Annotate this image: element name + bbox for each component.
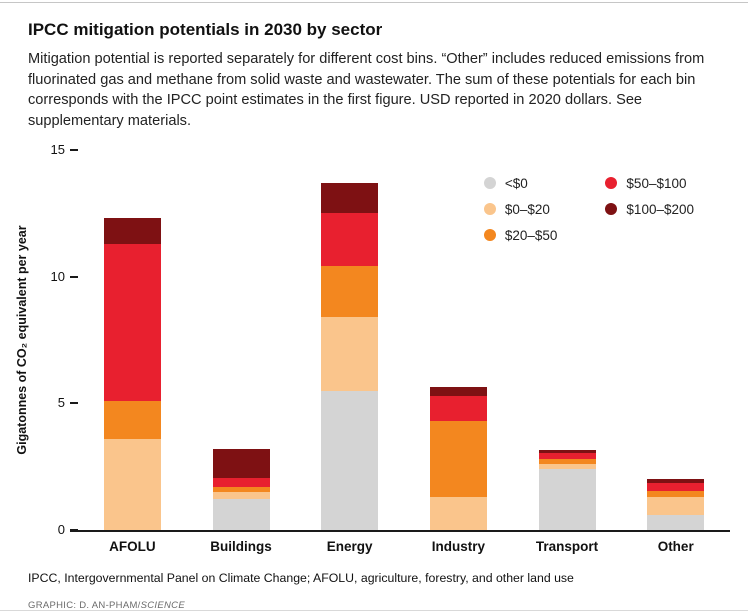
bar-segment: [103, 218, 161, 244]
bar-segment: [321, 390, 379, 530]
legend: <$0 $0–$20 $20–$50 $50–$100 $100–$200: [483, 175, 694, 243]
bar-column-other: [621, 150, 730, 530]
y-tick-label: 0: [57, 521, 65, 537]
bar-segment: [538, 452, 596, 459]
bar-segment: [103, 400, 161, 439]
credit-line: GRAPHIC: D. AN-PHAM/SCIENCE: [28, 600, 722, 611]
bar-segment: [212, 491, 270, 500]
legend-swatch-icon: [605, 177, 618, 190]
x-tick-label: AFOLU: [109, 538, 156, 554]
legend-item: $100–$200: [605, 202, 694, 217]
bar-segment: [538, 458, 596, 465]
credit-source: SCIENCE: [140, 599, 185, 611]
stacked-bar: [103, 218, 161, 530]
bars-container: [78, 150, 730, 530]
x-axis-labels: AFOLU Buildings Energy Industry Transport Oth…: [78, 539, 730, 554]
x-tick-label: Industry: [431, 538, 485, 554]
bar-column-buildings: [187, 150, 296, 530]
x-tick-label: Other: [657, 538, 694, 554]
y-tick-mark: [70, 402, 78, 405]
bar-segment: [429, 420, 487, 497]
legend-label: $50–$100: [626, 175, 687, 191]
bar-segment: [212, 477, 270, 487]
stacked-bar: [212, 448, 270, 530]
bar-segment: [538, 464, 596, 470]
bar-segment: [212, 448, 270, 478]
bar-segment: [538, 469, 596, 530]
page-title: IPCC mitigation potentials in 2030 by se…: [28, 20, 383, 39]
bar-segment: [429, 395, 487, 421]
bar-segment: [647, 496, 705, 515]
x-tick-label: Energy: [326, 538, 373, 554]
y-tick-label: 10: [50, 268, 65, 284]
stacked-bar: [538, 450, 596, 530]
footnote: IPCC, Intergovernmental Panel on Climate…: [28, 570, 574, 585]
bar-segment: [647, 483, 705, 491]
bar-segment: [103, 243, 161, 401]
y-tick-mark: [70, 148, 78, 151]
y-tick-label: 5: [57, 395, 65, 411]
legend-item: $50–$100: [605, 176, 694, 191]
y-tick-mark: [70, 528, 78, 531]
legend-label: $100–$200: [626, 201, 694, 217]
legend-item: $20–$50: [483, 227, 558, 243]
bar-segment: [429, 386, 487, 396]
chart-subtitle: Mitigation potential is reported separat…: [28, 51, 705, 130]
legend-item: $0–$20: [483, 201, 558, 217]
bar-segment: [429, 496, 487, 530]
bar-segment: [321, 317, 379, 391]
bar-segment: [647, 490, 705, 497]
stacked-bar: [429, 386, 487, 530]
bar-column-afolu: [78, 150, 187, 530]
bar-segment: [321, 213, 379, 267]
bar-column-industry: [404, 150, 513, 530]
bottom-divider: [0, 610, 748, 611]
bar-column-energy: [295, 150, 404, 530]
legend-swatch-icon: [483, 203, 496, 216]
credit-prefix: GRAPHIC: D. AN-PHAM/: [28, 599, 141, 611]
y-tick-mark: [70, 275, 78, 278]
legend-swatch-icon: [605, 203, 618, 216]
chart-header: IPCC mitigation potentials in 2030 by se…: [0, 0, 748, 132]
bar-segment: [647, 479, 705, 484]
legend-swatch-icon: [483, 229, 496, 242]
stacked-bar: [321, 182, 379, 530]
plot-area: <$0 $0–$20 $20–$50 $50–$100 $100–$200 0 5 10 15: [51, 143, 730, 536]
bar-segment: [538, 450, 596, 453]
bar-segment: [321, 266, 379, 318]
stacked-bar-chart: Gigatonnes of CO₂ equivalent per year <$…: [0, 143, 748, 554]
bar-segment: [647, 514, 705, 530]
top-divider: [0, 2, 748, 3]
legend-label: <$0: [504, 175, 528, 191]
bar-segment: [212, 486, 270, 492]
legend-label: $20–$50: [504, 227, 558, 243]
legend-label: $0–$20: [504, 201, 550, 217]
bar-segment: [321, 182, 379, 214]
y-tick-label: 15: [50, 141, 65, 157]
legend-swatch-icon: [483, 177, 496, 190]
x-tick-label: Buildings: [210, 538, 272, 554]
stacked-bar: [647, 479, 705, 530]
legend-item: <$0: [483, 175, 558, 191]
bar-column-transport: [513, 150, 622, 530]
bar-segment: [212, 499, 270, 530]
x-tick-label: Transport: [535, 538, 599, 554]
bar-segment: [103, 438, 161, 530]
y-axis-title: Gigatonnes of CO₂ equivalent per year: [15, 225, 29, 455]
